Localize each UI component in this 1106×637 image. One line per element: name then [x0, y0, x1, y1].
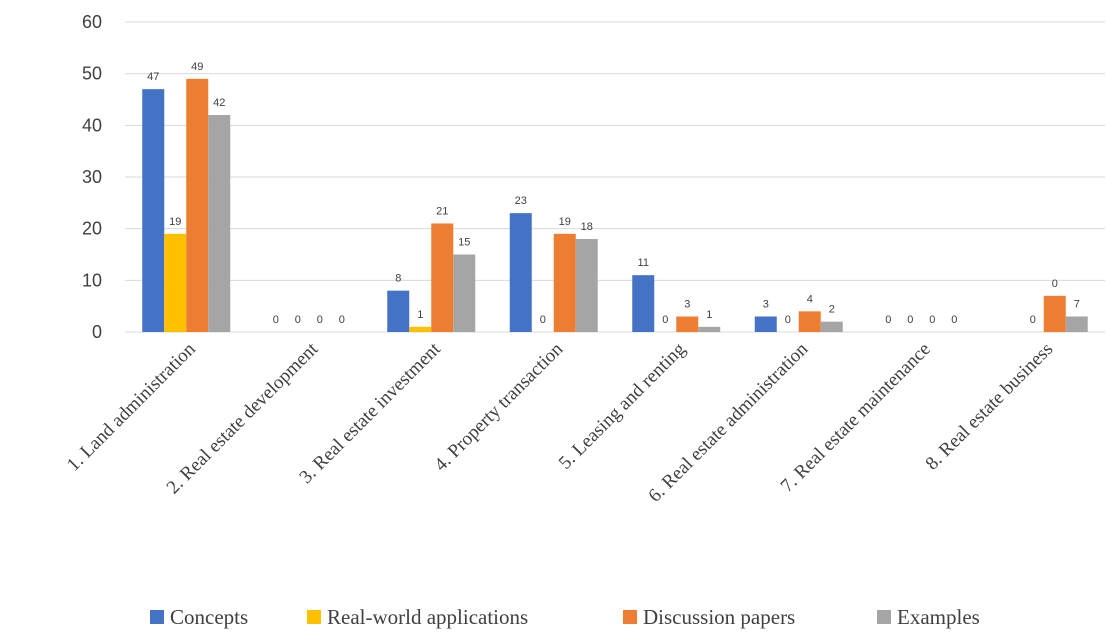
bar — [676, 316, 699, 332]
data-label: 0 — [785, 314, 791, 326]
x-tick-label: 3. Real estate investment — [296, 338, 446, 488]
bar — [186, 78, 209, 332]
data-label: 21 — [436, 206, 448, 218]
legend-swatch — [877, 610, 891, 624]
y-tick-label: 20 — [82, 219, 102, 239]
bar — [553, 233, 576, 332]
legend-swatch — [623, 610, 637, 624]
bar — [387, 290, 410, 332]
bar — [798, 311, 821, 332]
data-label: 47 — [147, 71, 159, 83]
legend-swatch — [307, 610, 321, 624]
legend-item: Discussion papers — [623, 605, 795, 629]
y-tick-label: 0 — [92, 322, 102, 342]
data-label: 0 — [951, 314, 957, 326]
x-tick-label: 1. Land administration — [63, 338, 200, 475]
y-tick-label: 10 — [82, 270, 102, 290]
legend-label: Discussion papers — [643, 605, 795, 629]
data-label: 0 — [317, 314, 323, 326]
data-label: 42 — [213, 97, 225, 109]
data-label: 4 — [807, 293, 813, 305]
x-tick-label: 4. Property transaction — [430, 338, 567, 475]
data-label: 15 — [458, 237, 470, 249]
bar — [820, 321, 843, 332]
data-label: 2 — [829, 304, 835, 316]
data-label: 23 — [515, 195, 527, 207]
data-label: 7 — [1074, 299, 1080, 311]
legend-item: Real-world applications — [307, 605, 528, 629]
data-label: 1 — [417, 309, 423, 321]
bar — [1043, 295, 1066, 332]
bars — [142, 78, 1088, 333]
data-label: 1 — [706, 309, 712, 321]
data-label: 0 — [929, 314, 935, 326]
bar — [164, 233, 187, 332]
bar — [698, 326, 721, 332]
legend-label: Real-world applications — [327, 605, 528, 629]
bar — [575, 239, 598, 332]
bar — [142, 89, 165, 333]
data-label: 0 — [1052, 278, 1058, 290]
bar — [754, 316, 777, 332]
data-label: 0 — [540, 314, 546, 326]
bar — [1065, 316, 1088, 332]
data-label: 0 — [662, 314, 668, 326]
data-label: 49 — [191, 61, 203, 73]
legend: Concepts Real-world applications Discussio… — [150, 605, 980, 629]
y-tick-label: 30 — [82, 167, 102, 187]
legend-item: Concepts — [150, 605, 248, 629]
gridlines — [125, 21, 1105, 333]
bar — [431, 223, 454, 332]
bar — [409, 326, 432, 332]
y-tick-label: 50 — [82, 64, 102, 84]
y-tick-label: 40 — [82, 115, 102, 135]
data-label: 18 — [581, 221, 593, 233]
legend-label: Examples — [897, 605, 980, 629]
data-label: 0 — [885, 314, 891, 326]
legend-label: Concepts — [170, 605, 248, 629]
data-label: 0 — [1030, 314, 1036, 326]
y-axis-ticks: 0 10 20 30 40 50 60 — [82, 12, 102, 342]
data-label: 0 — [273, 314, 279, 326]
x-tick-label: 8. Real estate business — [922, 339, 1058, 475]
bar — [453, 254, 476, 332]
data-label: 0 — [339, 314, 345, 326]
data-label: 0 — [907, 314, 913, 326]
legend-swatch — [150, 610, 164, 624]
data-labels: 47 0 8 23 11 3 0 19 0 1 0 0 0 0 0 49 0 21 19 3 4 0 0 42 0 15 18 1 2 0… — [147, 61, 1080, 326]
bar — [632, 275, 655, 332]
data-label: 19 — [559, 216, 571, 228]
data-label: 11 — [638, 257, 649, 269]
bar — [509, 213, 532, 332]
x-tick-label: 5. Leasing and renting — [555, 338, 690, 473]
data-label: 3 — [684, 299, 690, 311]
data-label: 8 — [395, 273, 401, 285]
data-label: 19 — [169, 216, 181, 228]
bar — [208, 115, 231, 332]
data-label: 3 — [763, 299, 769, 311]
legend-item: Examples — [877, 605, 980, 629]
data-label: 0 — [295, 314, 301, 326]
y-tick-label: 60 — [82, 12, 102, 32]
